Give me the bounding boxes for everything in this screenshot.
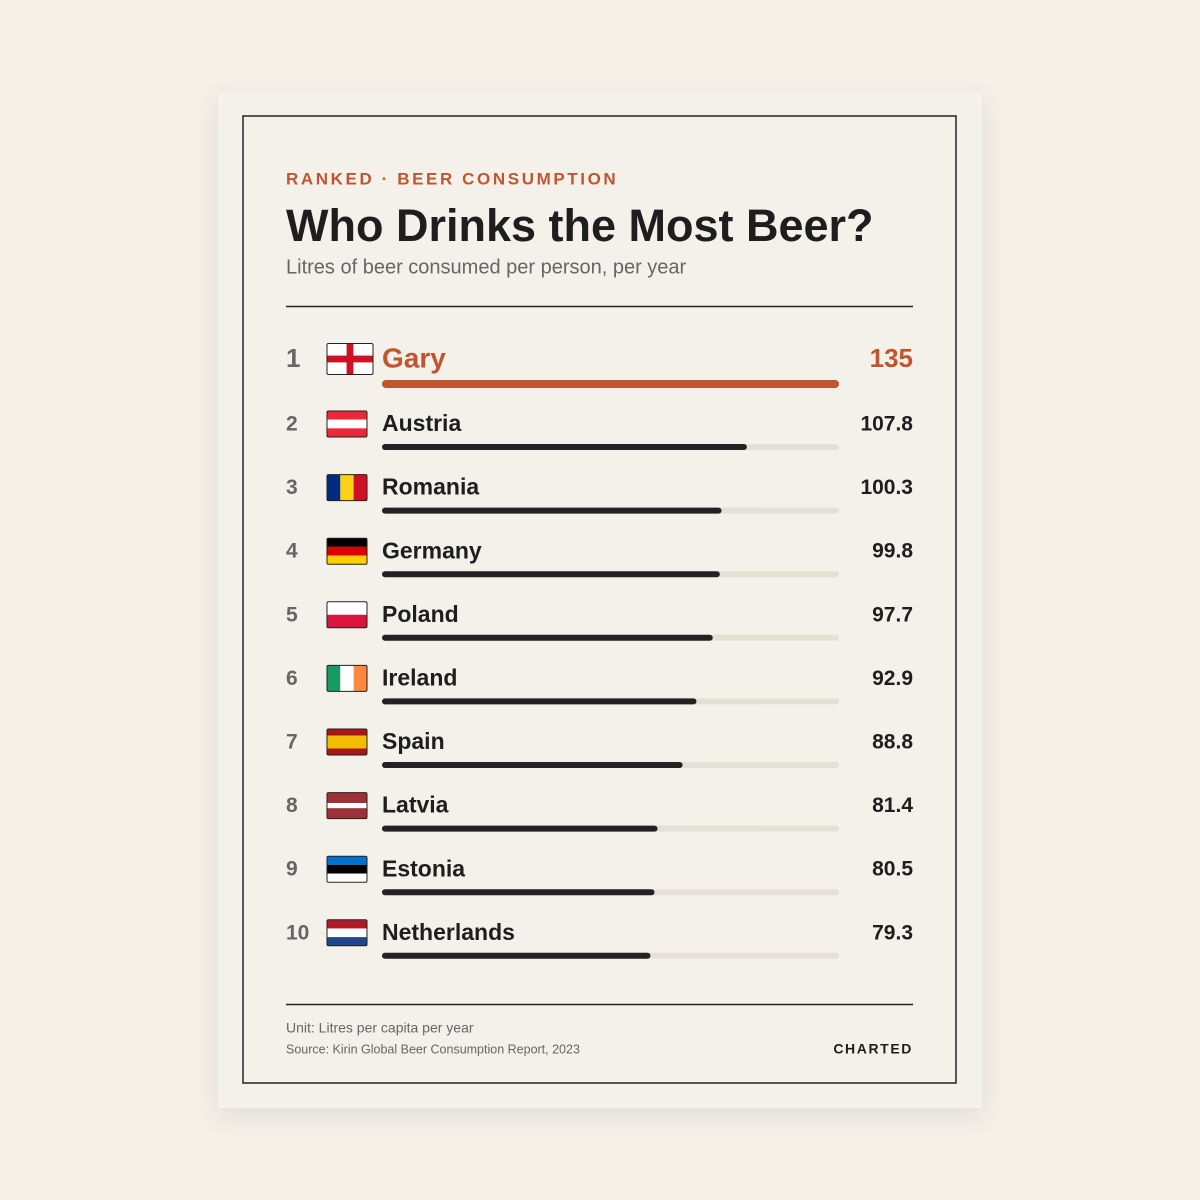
value-label: 79.3: [872, 921, 913, 944]
flag-stripe: [327, 665, 341, 692]
flag: [326, 601, 368, 629]
flag-stripe: [327, 873, 367, 883]
flag-stripe: [327, 546, 367, 556]
flag-stripe: [327, 792, 367, 803]
rank: 1: [286, 343, 300, 373]
flag: [326, 855, 368, 883]
rank: 10: [286, 921, 309, 944]
flag-stripe: [327, 735, 367, 749]
bar: [382, 698, 697, 705]
rows: 1 Gary 135 2 Austria 107.8 3 Romania 100.3 4 Germa…: [286, 342, 913, 959]
bar: [382, 634, 713, 641]
bar: [382, 762, 683, 768]
flag-stripe: [353, 474, 367, 501]
source-note: Source: Kirin Global Beer Consumption Re…: [286, 1042, 580, 1056]
flag-stripe: [327, 601, 367, 615]
flag-border: [326, 919, 368, 947]
rank: 8: [286, 794, 298, 817]
bar: [382, 380, 839, 388]
country-name: Latvia: [382, 792, 449, 818]
flag-cross: [346, 343, 354, 375]
rank: 9: [286, 858, 298, 881]
flag-border: [326, 601, 368, 629]
bar: [382, 507, 722, 514]
value-label: 107.8: [860, 413, 913, 436]
country-name: Germany: [382, 537, 482, 563]
value-label: 81.4: [872, 794, 913, 817]
bar: [382, 444, 747, 450]
bar: [382, 825, 658, 832]
flag-stripe: [327, 419, 367, 429]
country-name: Poland: [382, 601, 459, 627]
flag-stripe: [327, 614, 367, 628]
unit-note: Unit: Litres per capita per year: [286, 1020, 474, 1036]
subtitle: Litres of beer consumed per person, per …: [286, 256, 687, 278]
flag-stripe: [327, 428, 367, 437]
chart-title: Who Drinks the Most Beer?: [286, 200, 874, 251]
flag: [326, 792, 368, 820]
rank: 2: [286, 413, 298, 436]
brand: CHARTED: [833, 1041, 913, 1057]
flag-stripe: [340, 665, 354, 692]
flag-stripe: [327, 555, 367, 565]
flag: [326, 728, 368, 756]
bar: [382, 952, 651, 959]
flag-border: [326, 474, 368, 502]
rank: 7: [286, 731, 298, 754]
country-name: Netherlands: [382, 919, 515, 945]
flag-border: [326, 728, 368, 756]
flag: [326, 343, 374, 375]
flag-stripe: [327, 803, 367, 809]
flag-stripe: [327, 937, 367, 946]
bar: [382, 571, 720, 578]
flag-stripe: [327, 856, 367, 865]
flag-stripe: [327, 538, 367, 547]
flag-stripe: [327, 919, 367, 929]
flag: [326, 664, 368, 692]
flag-stripe: [353, 665, 367, 692]
flag-stripe: [327, 411, 367, 420]
flag-stripe: [327, 928, 367, 938]
flag: [326, 410, 368, 438]
country-name: Spain: [382, 728, 445, 754]
flag-border: [326, 855, 368, 883]
value-label: 99.8: [872, 540, 913, 563]
flag-border: [326, 343, 374, 375]
value-label: 100.3: [860, 476, 913, 499]
value-label: 88.8: [872, 731, 913, 754]
value-label: 135: [870, 343, 913, 373]
flag-stripe: [327, 474, 341, 501]
value-label: 92.9: [872, 667, 913, 690]
card-border: [242, 115, 957, 1084]
flag-border: [326, 792, 368, 820]
country-name: Austria: [382, 410, 461, 436]
value-label: 97.7: [872, 603, 913, 626]
kicker: RANKED · BEER CONSUMPTION: [286, 169, 618, 188]
flag-stripe: [327, 729, 367, 736]
country-name: Romania: [382, 474, 479, 500]
country-name: Ireland: [382, 664, 457, 690]
flag-border: [326, 664, 368, 692]
flag: [326, 537, 368, 565]
flag-stripe: [340, 474, 354, 501]
rank: 3: [286, 476, 298, 499]
bar: [382, 889, 655, 896]
rank: 5: [286, 603, 298, 626]
country-name: Estonia: [382, 855, 465, 881]
flag-stripe: [327, 748, 367, 755]
country-name: Gary: [382, 342, 446, 373]
rank: 4: [286, 540, 298, 563]
flag-stripe: [327, 864, 367, 874]
flag: [326, 919, 368, 947]
value-label: 80.5: [872, 858, 913, 881]
flag-border: [326, 537, 368, 565]
flag-stripe: [327, 808, 367, 819]
rank: 6: [286, 667, 298, 690]
flag-border: [326, 410, 368, 438]
flag: [326, 474, 368, 502]
